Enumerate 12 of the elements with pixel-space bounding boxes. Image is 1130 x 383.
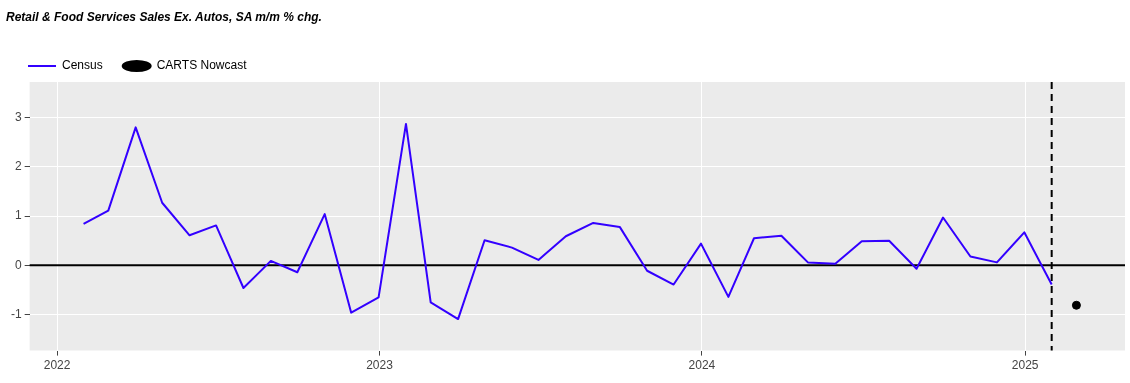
y-tick-label: 3 <box>14 109 22 124</box>
y-tick-label: -1 <box>11 306 22 321</box>
x-tick-label: 2024 <box>688 358 716 373</box>
x-tick-label: 2022 <box>43 358 71 373</box>
y-tick-label: 1 <box>14 208 22 223</box>
x-tick-label: 2025 <box>1011 358 1039 373</box>
legend-label: Census <box>62 58 103 73</box>
legend-label: CARTS Nowcast <box>156 58 248 73</box>
x-tick-label: 2023 <box>366 358 394 373</box>
chart-title: Retail & Food Services Sales Ex. Autos, SA m/m % chg. <box>6 10 322 24</box>
y-tick-label: 2 <box>14 159 22 174</box>
y-tick-label: 0 <box>14 257 22 272</box>
